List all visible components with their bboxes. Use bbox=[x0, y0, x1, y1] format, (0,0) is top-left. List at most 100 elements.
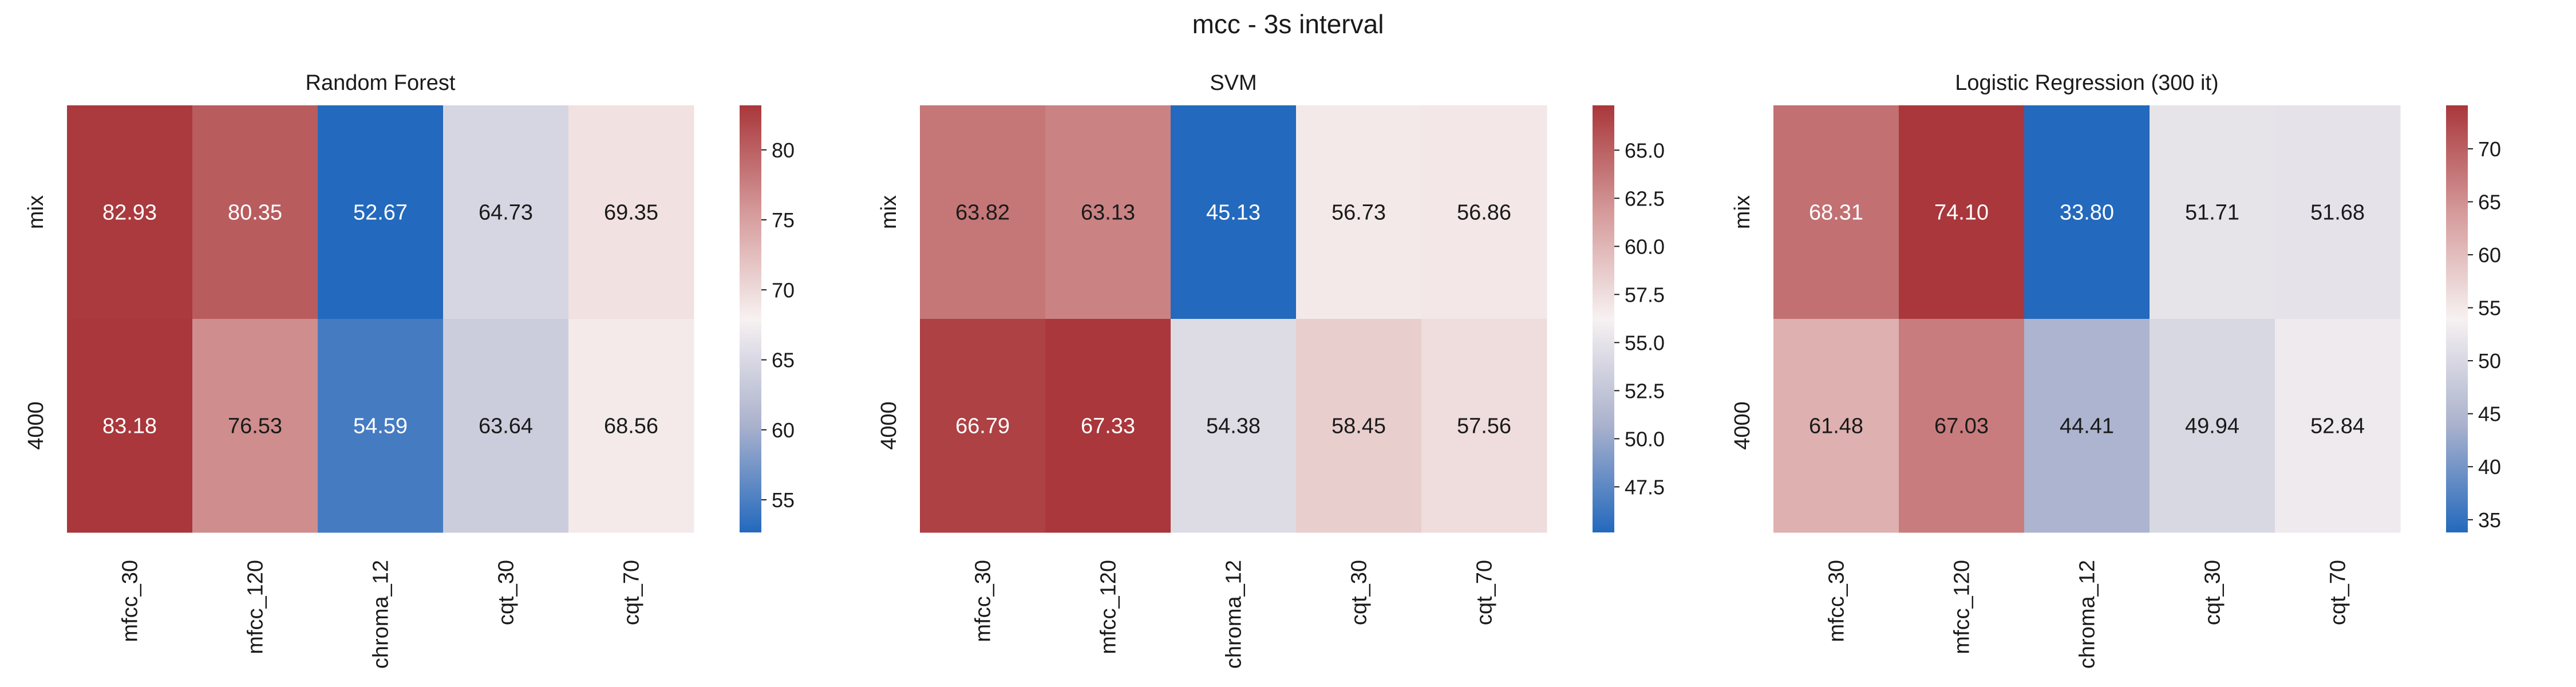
heatmap-cell bbox=[1171, 319, 1297, 533]
cell-value-label: 51.71 bbox=[2185, 201, 2239, 225]
cell-value-label: 49.94 bbox=[2185, 414, 2239, 439]
colorbar-tick-label: 60.0 bbox=[1625, 235, 1665, 258]
heatmap-cell bbox=[2150, 319, 2275, 533]
cell-value-label: 52.67 bbox=[353, 201, 408, 225]
colorbar-tick-label: 70 bbox=[772, 278, 795, 302]
cell-value-label: 66.79 bbox=[955, 414, 1010, 439]
colorbar-tick-label: 52.5 bbox=[1625, 379, 1665, 402]
heatmap-cell bbox=[67, 105, 193, 319]
colorbar-tick-label: 55 bbox=[772, 488, 795, 512]
colorbar bbox=[2446, 105, 2468, 532]
column-tick-label: cqt_30 bbox=[1348, 560, 1372, 625]
heatmap-cell bbox=[1045, 319, 1171, 533]
heatmap-cell bbox=[1045, 105, 1171, 319]
heatmap-cell bbox=[920, 105, 1046, 319]
colorbar-tick-label: 55 bbox=[2478, 297, 2501, 320]
column-tick-label: mfcc_120 bbox=[1950, 560, 1974, 654]
colorbar-tick-label: 60 bbox=[772, 418, 795, 442]
heatmap-cell bbox=[2150, 105, 2275, 319]
row-tick-label: mix bbox=[877, 195, 901, 229]
cell-value-label: 51.68 bbox=[2310, 201, 2365, 225]
colorbar-tick-label: 55.0 bbox=[1625, 331, 1665, 354]
heatmap-cell bbox=[1899, 105, 2025, 319]
cell-value-label: 69.35 bbox=[604, 201, 658, 225]
heatmap-panels: Random Forest 82.93 80.35 52.67 64.73 69.35 83… bbox=[24, 71, 2501, 669]
panel-title: Random Forest bbox=[306, 71, 456, 95]
heatmap-cell bbox=[443, 319, 569, 533]
cell-value-label: 61.48 bbox=[1809, 414, 1863, 439]
heatmap-cell bbox=[1899, 319, 2025, 533]
column-tick-label: mfcc_30 bbox=[1825, 560, 1849, 642]
heatmap-cell bbox=[192, 319, 318, 533]
heatmap-cell bbox=[1421, 105, 1547, 319]
heatmap-cell bbox=[1296, 105, 1422, 319]
column-tick-label: cqt_70 bbox=[1473, 560, 1497, 625]
heatmap-cell bbox=[318, 105, 444, 319]
cell-value-label: 64.73 bbox=[479, 201, 533, 225]
column-tick-label: chroma_12 bbox=[369, 560, 393, 669]
heatmap-panel-2: SVM 63.82 63.13 45.13 56.73 56.86 66.79 67.33 54… bbox=[877, 71, 1665, 669]
heatmap-panel-3: Logistic Regression (300 it) 68.31 74.10 33… bbox=[1730, 71, 2501, 669]
cell-value-label: 68.31 bbox=[1809, 201, 1863, 225]
heatmap-panel-1: Random Forest 82.93 80.35 52.67 64.73 69.35 83… bbox=[24, 71, 795, 669]
colorbar-tick-label: 35 bbox=[2478, 508, 2501, 532]
heatmap-cell bbox=[192, 105, 318, 319]
colorbar-tick-label: 60 bbox=[2478, 243, 2501, 267]
colorbar-tick-label: 70 bbox=[2478, 137, 2501, 161]
heatmap-cell bbox=[2275, 319, 2401, 533]
cell-value-label: 83.18 bbox=[102, 414, 157, 439]
heatmap-cell bbox=[568, 105, 694, 319]
column-tick-label: cqt_70 bbox=[2326, 560, 2350, 625]
row-tick-label: 4000 bbox=[877, 401, 901, 450]
heatmap-cell bbox=[920, 319, 1046, 533]
column-tick-label: cqt_70 bbox=[620, 560, 644, 625]
heatmap-cell bbox=[2275, 105, 2401, 319]
cell-value-label: 54.38 bbox=[1206, 414, 1261, 439]
heatmap-cell bbox=[443, 105, 569, 319]
colorbar-tick-label: 75 bbox=[772, 208, 795, 232]
cell-value-label: 74.10 bbox=[1934, 201, 1989, 225]
cell-value-label: 57.56 bbox=[1457, 414, 1511, 439]
row-tick-label: 4000 bbox=[24, 401, 48, 450]
cell-value-label: 67.03 bbox=[1934, 414, 1989, 439]
heatmap-cell bbox=[568, 319, 694, 533]
colorbar-tick-label: 57.5 bbox=[1625, 283, 1665, 306]
panel-title: Logistic Regression (300 it) bbox=[1955, 71, 2218, 95]
cell-value-label: 63.82 bbox=[955, 201, 1010, 225]
column-tick-label: chroma_12 bbox=[2076, 560, 2100, 669]
cell-value-label: 52.84 bbox=[2310, 414, 2365, 439]
column-tick-label: mfcc_120 bbox=[244, 560, 268, 654]
heatmap-cell bbox=[2024, 319, 2150, 533]
column-tick-label: mfcc_30 bbox=[118, 560, 143, 642]
cell-value-label: 56.73 bbox=[1332, 201, 1386, 225]
cell-value-label: 68.56 bbox=[604, 414, 658, 439]
colorbar-tick-label: 50.0 bbox=[1625, 427, 1665, 451]
colorbar bbox=[740, 105, 761, 532]
cell-value-label: 54.59 bbox=[353, 414, 408, 439]
cell-value-label: 33.80 bbox=[2060, 201, 2114, 225]
colorbar-tick-label: 40 bbox=[2478, 455, 2501, 479]
cell-value-label: 63.64 bbox=[479, 414, 533, 439]
heatmap-cell bbox=[318, 319, 444, 533]
column-tick-label: mfcc_30 bbox=[971, 560, 995, 642]
cell-value-label: 82.93 bbox=[102, 201, 157, 225]
figure-title: mcc - 3s interval bbox=[1192, 9, 1384, 39]
column-tick-label: chroma_12 bbox=[1222, 560, 1246, 669]
column-tick-label: cqt_30 bbox=[2201, 560, 2225, 625]
heatmap-cell bbox=[1421, 319, 1547, 533]
colorbar-tick-label: 62.5 bbox=[1625, 187, 1665, 210]
row-tick-label: 4000 bbox=[1730, 401, 1755, 450]
cell-value-label: 63.13 bbox=[1081, 201, 1135, 225]
colorbar-tick-label: 65 bbox=[772, 349, 795, 372]
heatmap-cell bbox=[1171, 105, 1297, 319]
cell-value-label: 76.53 bbox=[228, 414, 282, 439]
colorbar bbox=[1593, 105, 1614, 532]
colorbar-tick-label: 47.5 bbox=[1625, 475, 1665, 499]
colorbar-tick-label: 80 bbox=[772, 139, 795, 162]
colorbar-tick-label: 65 bbox=[2478, 190, 2501, 214]
cell-value-label: 45.13 bbox=[1206, 201, 1261, 225]
panel-title: SVM bbox=[1210, 71, 1257, 95]
row-tick-label: mix bbox=[24, 195, 48, 229]
cell-value-label: 56.86 bbox=[1457, 201, 1511, 225]
colorbar-tick-label: 65.0 bbox=[1625, 139, 1665, 162]
